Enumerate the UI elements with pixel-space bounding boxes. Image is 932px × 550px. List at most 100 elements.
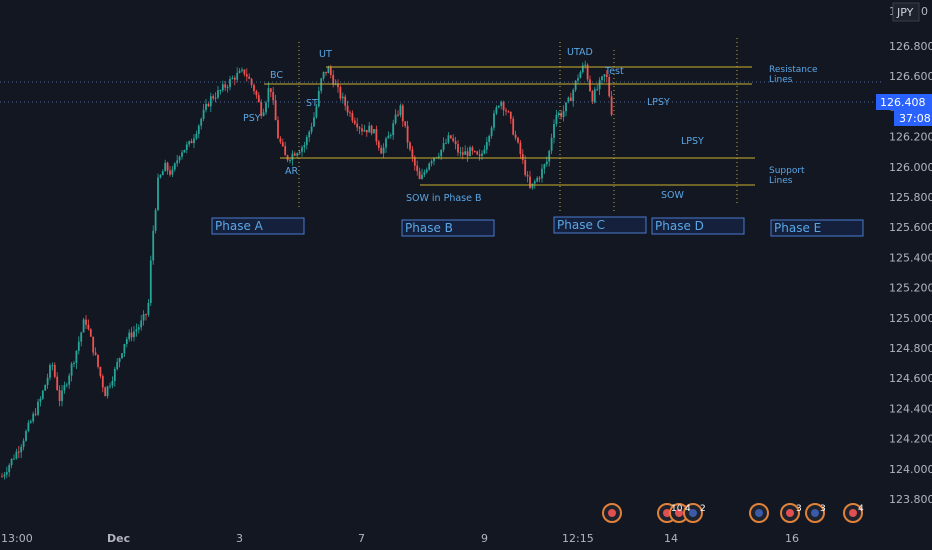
candle-body bbox=[507, 111, 510, 113]
candle-body bbox=[97, 354, 99, 367]
candle-body bbox=[447, 135, 450, 143]
candle-body bbox=[161, 171, 164, 176]
candle-body bbox=[267, 88, 270, 103]
time-tick: 3 bbox=[236, 532, 243, 545]
candle-body bbox=[490, 127, 493, 136]
price-tick: 125.600 bbox=[889, 221, 932, 234]
candle-body bbox=[440, 149, 443, 157]
candle-body bbox=[233, 77, 236, 80]
candle-body bbox=[387, 135, 390, 139]
candle-body bbox=[351, 113, 354, 121]
countdown-badge bbox=[894, 110, 932, 126]
time-axis[interactable]: 13:00 Dec 3 7 9 12:15 14 16 bbox=[1, 532, 799, 545]
candle-body bbox=[154, 210, 157, 231]
phase-e-box[interactable]: Phase E bbox=[770, 219, 864, 237]
candle-body bbox=[82, 319, 85, 333]
candle-body bbox=[495, 107, 498, 114]
candle-body bbox=[603, 74, 606, 77]
candle-body bbox=[406, 125, 409, 143]
candle-body bbox=[454, 141, 457, 145]
candle-body bbox=[231, 77, 234, 80]
candle-body bbox=[29, 421, 32, 423]
label-ar: AR bbox=[285, 166, 298, 177]
candle-body bbox=[392, 123, 395, 136]
candle-body bbox=[545, 161, 548, 165]
price-tick: 126.600 bbox=[889, 70, 932, 83]
phase-b-box[interactable]: Phase B bbox=[401, 219, 495, 237]
candle-body bbox=[341, 96, 344, 99]
candle-body bbox=[183, 149, 186, 153]
candle-body bbox=[555, 114, 558, 125]
label-resistance: Resistance bbox=[769, 65, 818, 75]
label-sow-phase-b: SOW in Phase B bbox=[406, 193, 482, 204]
phase-c-box[interactable]: Phase C bbox=[553, 216, 647, 234]
phase-d-box[interactable]: Phase D bbox=[651, 217, 745, 235]
candle-body bbox=[567, 97, 570, 103]
price-axis[interactable]: 126.800126.600126.400126.200126.000125.8… bbox=[889, 40, 932, 506]
currency-badge[interactable] bbox=[892, 2, 920, 22]
candle-body bbox=[195, 133, 198, 139]
phase-a-box[interactable]: Phase A bbox=[211, 217, 305, 235]
event-marker[interactable] bbox=[780, 503, 800, 523]
event-marker[interactable] bbox=[749, 503, 769, 523]
candle-body bbox=[243, 69, 246, 75]
candle-body bbox=[569, 97, 572, 101]
candle-body bbox=[397, 114, 399, 116]
candle-body bbox=[269, 88, 272, 93]
candle-body bbox=[356, 123, 359, 128]
candle-body bbox=[147, 302, 150, 315]
candle-body bbox=[483, 149, 486, 154]
event-marker[interactable] bbox=[843, 503, 863, 523]
price-tick: 126.000 bbox=[889, 161, 932, 174]
candle-body bbox=[13, 458, 15, 460]
price-tick-partial-suffix: 0 bbox=[921, 5, 928, 18]
candle-body bbox=[113, 368, 116, 381]
candle-body bbox=[253, 84, 255, 92]
candle-body bbox=[416, 165, 419, 172]
candle-body bbox=[526, 174, 529, 177]
candle-body bbox=[207, 103, 210, 107]
candle-body bbox=[541, 168, 543, 179]
event-marker[interactable] bbox=[683, 503, 703, 523]
candle-body bbox=[145, 314, 147, 316]
candle-body bbox=[265, 102, 267, 113]
candle-body bbox=[380, 147, 383, 154]
candle-body bbox=[238, 70, 241, 73]
candle-body bbox=[365, 129, 368, 133]
candle-body bbox=[157, 177, 159, 211]
label-ut: UT bbox=[319, 49, 332, 60]
event-count: 10 bbox=[671, 504, 683, 514]
candle-body bbox=[317, 90, 320, 107]
candle-body bbox=[41, 390, 44, 399]
candle-body bbox=[531, 183, 534, 188]
event-count: 4 bbox=[685, 504, 691, 514]
candle-body bbox=[560, 112, 563, 117]
candle-body bbox=[202, 109, 205, 119]
candle-body bbox=[353, 120, 356, 124]
candle-body bbox=[39, 398, 42, 402]
phase-e-label: Phase E bbox=[774, 221, 821, 235]
candle-body bbox=[322, 71, 325, 79]
label-utad: UTAD bbox=[567, 47, 593, 58]
candle-body bbox=[461, 152, 464, 155]
candle-body bbox=[509, 111, 512, 119]
candle-body bbox=[485, 142, 488, 150]
price-tick: 124.400 bbox=[889, 402, 932, 415]
event-marker[interactable] bbox=[602, 503, 622, 523]
candle-body bbox=[519, 142, 522, 154]
time-tick: 14 bbox=[664, 532, 678, 545]
candle-body bbox=[389, 135, 392, 137]
phase-b-label: Phase B bbox=[405, 221, 453, 235]
price-tick: 125.400 bbox=[889, 251, 932, 264]
candle-body bbox=[272, 92, 275, 101]
candle-body bbox=[193, 138, 195, 144]
candle-body bbox=[291, 153, 294, 160]
candle-body bbox=[221, 84, 224, 91]
event-marker[interactable] bbox=[805, 503, 825, 523]
label-psy: PSY bbox=[243, 113, 261, 124]
candle-body bbox=[521, 153, 524, 160]
candle-body bbox=[77, 341, 80, 351]
candle-body bbox=[502, 102, 505, 111]
candle-body bbox=[241, 69, 243, 71]
